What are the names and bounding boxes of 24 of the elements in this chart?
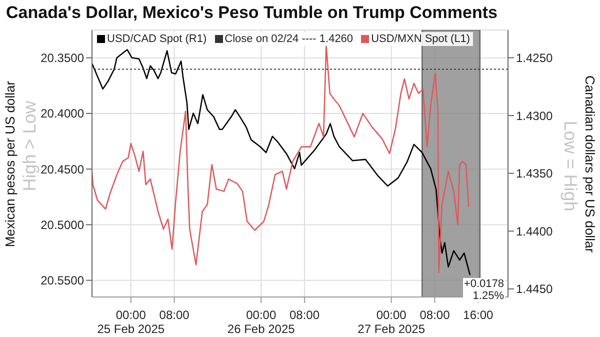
y2-tick-label: 1.4400 [516,224,554,238]
y-axis-title: Mexican pesos per US dollar [2,80,18,247]
x-tick-label: 08:00 [159,308,190,322]
text: Low = High [560,120,580,212]
y2-tick-label: 1.4300 [516,108,554,123]
y2-tick-label: 1.4350 [516,166,554,181]
y-tick-label: 20.3500 [40,51,84,66]
y-tick-label: 20.4500 [40,162,84,176]
text: High > Low [20,100,40,192]
legend-label: USD/MXN Spot (L1) [370,33,470,45]
annotation: 1.25% [472,290,504,302]
y2-tick-label: 1.4450 [516,282,554,296]
y-tick-label: 20.5500 [40,274,84,288]
y-tick-label: 20.5000 [40,218,84,232]
annotation: +0.0178 [464,278,504,290]
x-tick-label: 16:00 [463,308,494,322]
y2-axis-title: Canadian dollars per US dollar [582,74,598,252]
y-tick-label: 20.4000 [40,106,84,121]
legend-label: USD/CAD Spot (R1) [106,33,207,45]
x-tick-label: 08:00 [420,308,450,322]
chart-title: Canada's Dollar, Mexico's Peso Tumble on Trump Comments [6,3,498,23]
y2-tick-label: 1.4250 [516,51,554,65]
x-tick-label: 08:00 [290,308,320,322]
legend-label: Close on 02/24 ---- 1.4260 [224,33,354,45]
